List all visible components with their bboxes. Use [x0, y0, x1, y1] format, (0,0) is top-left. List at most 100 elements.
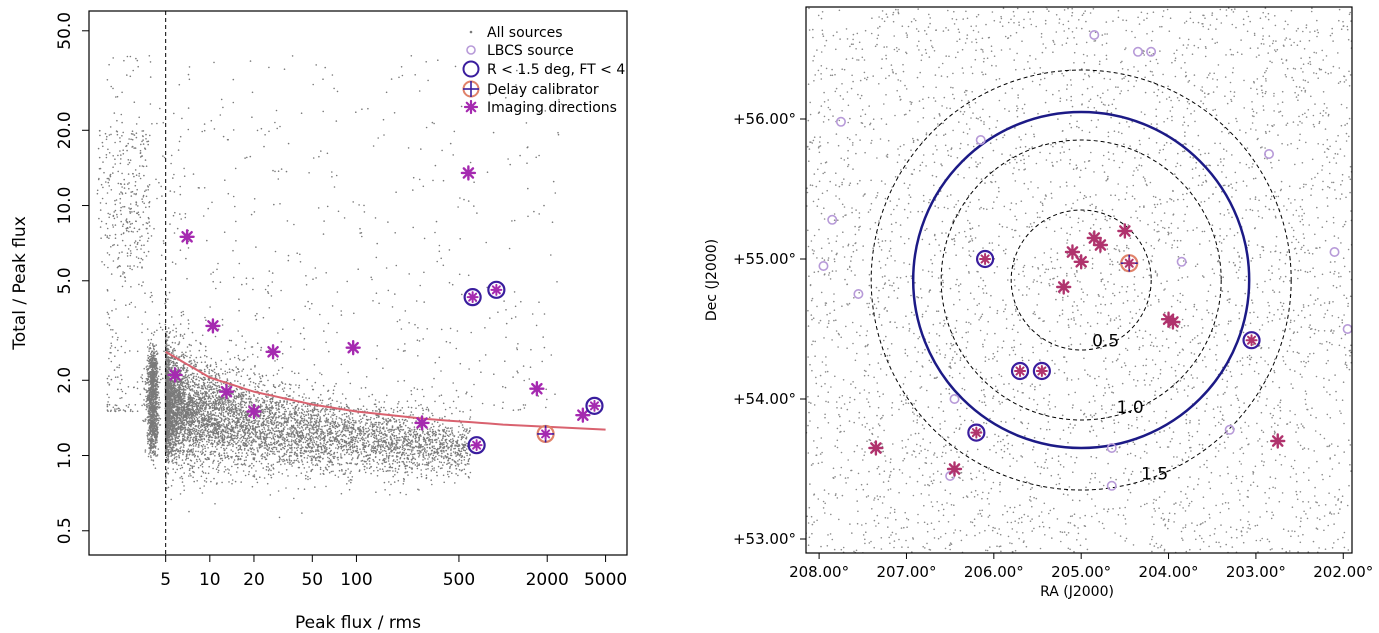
source-point: [281, 473, 284, 475]
source-point: [212, 433, 214, 435]
source-point: [377, 469, 379, 472]
source-point: [436, 474, 438, 477]
source-point: [176, 468, 178, 471]
source-point: [186, 450, 189, 452]
source-point: [291, 446, 293, 449]
source-point: [386, 420, 388, 422]
source-point: [255, 460, 258, 463]
source-point: [204, 450, 207, 453]
source-point: [288, 455, 291, 458]
source-point: [244, 424, 247, 427]
source-point: [341, 414, 344, 416]
source-point: [228, 368, 231, 371]
source-point: [207, 447, 209, 449]
source-point: [211, 439, 213, 442]
source-point: [454, 451, 457, 454]
source-point: [180, 397, 183, 399]
source-point: [266, 420, 268, 422]
source-point: [251, 485, 254, 488]
source-point: [316, 464, 319, 467]
source-point: [398, 464, 401, 467]
source-point: [218, 389, 221, 391]
source-point: [255, 478, 258, 481]
source-point: [216, 442, 219, 445]
source-point: [235, 454, 238, 457]
source-point: [191, 372, 194, 375]
source-point: [347, 476, 349, 479]
source-point: [218, 412, 221, 414]
source-point: [375, 440, 378, 443]
source-point: [385, 470, 388, 473]
source-point: [306, 457, 309, 459]
source-point: [172, 385, 175, 387]
source-point: [198, 427, 200, 430]
source-point: [460, 462, 463, 464]
source-point: [203, 417, 206, 419]
source-point: [183, 485, 185, 487]
source-point: [438, 425, 440, 428]
source-point: [283, 411, 286, 413]
source-point: [438, 440, 441, 442]
source-point: [407, 448, 410, 451]
source-point: [412, 436, 415, 438]
source-point: [193, 364, 195, 367]
source-point: [298, 424, 301, 426]
source-point: [241, 393, 244, 396]
source-point: [302, 399, 305, 401]
source-point: [393, 437, 396, 440]
source-point: [306, 426, 309, 429]
source-point: [286, 401, 288, 404]
source-point: [322, 457, 324, 460]
source-point: [239, 418, 241, 421]
source-point: [172, 459, 174, 462]
source-point: [401, 446, 404, 449]
source-point: [209, 385, 212, 387]
source-point: [414, 464, 417, 466]
source-point: [200, 415, 202, 418]
source-point: [388, 481, 390, 483]
source-point: [460, 450, 463, 453]
source-point: [182, 437, 184, 440]
source-point: [399, 491, 402, 494]
source-point: [229, 371, 231, 374]
source-point: [467, 460, 470, 463]
source-point: [463, 456, 466, 459]
source-point: [201, 402, 203, 404]
source-point: [183, 426, 185, 429]
source-point: [297, 430, 299, 433]
source-point: [323, 442, 325, 444]
source-point: [219, 435, 221, 438]
source-point: [387, 417, 390, 420]
source-point: [218, 426, 220, 429]
source-point: [254, 431, 256, 433]
source-point: [390, 483, 392, 486]
source-point: [289, 435, 292, 438]
source-point: [430, 452, 433, 455]
source-point: [276, 409, 278, 411]
source-point: [411, 467, 414, 470]
source-point: [371, 393, 374, 396]
source-point: [220, 407, 223, 410]
source-point: [249, 427, 252, 430]
source-point: [329, 454, 332, 456]
source-point: [265, 436, 268, 439]
source-point: [265, 465, 268, 468]
source-point: [374, 445, 377, 448]
source-point: [345, 469, 347, 472]
source-point: [200, 421, 203, 424]
source-point: [351, 427, 353, 430]
source-point: [385, 418, 387, 421]
source-point: [220, 454, 223, 457]
source-point: [189, 389, 192, 392]
source-point: [246, 437, 249, 440]
source-point: [182, 385, 185, 388]
source-point: [278, 443, 281, 446]
source-point: [180, 413, 183, 416]
source-point: [199, 460, 202, 462]
source-point: [171, 460, 173, 463]
source-point: [280, 405, 283, 408]
source-point: [404, 467, 407, 470]
source-point: [270, 416, 272, 418]
source-point: [195, 339, 197, 342]
source-point: [425, 451, 427, 454]
